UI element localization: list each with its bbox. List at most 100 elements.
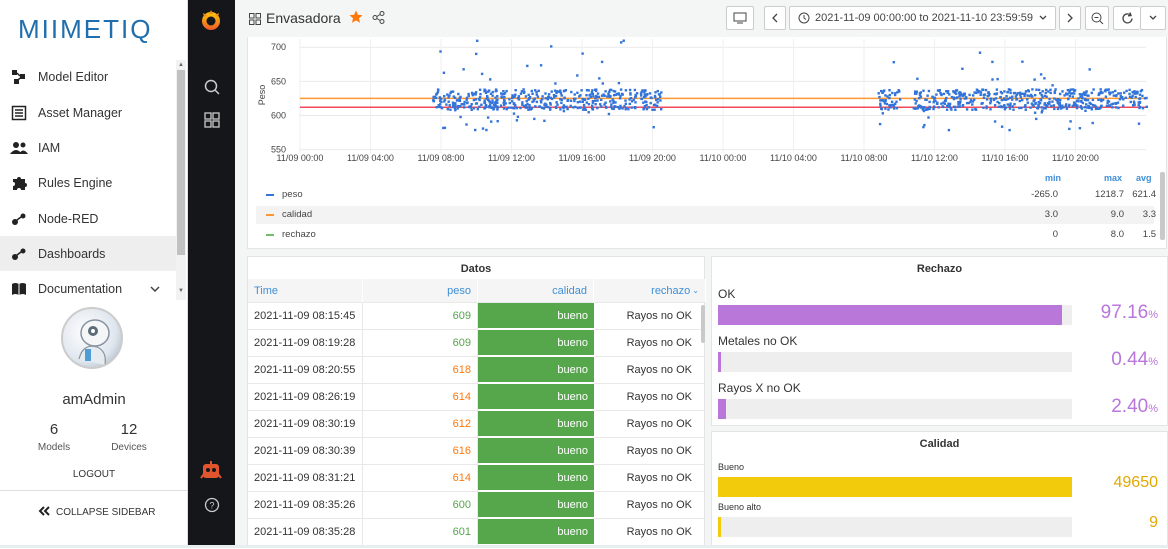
- peso-point: [989, 97, 993, 100]
- peso-point: [1110, 103, 1113, 106]
- collapse-sidebar-button[interactable]: COLLAPSE SIDEBAR: [38, 506, 155, 519]
- peso-point: [918, 94, 922, 97]
- peso-point: [619, 94, 622, 98]
- peso-point: [591, 104, 594, 107]
- scroll-up-icon[interactable]: ▲: [178, 62, 184, 68]
- legend-row-calidad[interactable]: calidad 3.0 9.0 3.3: [256, 206, 1156, 224]
- peso-point: [1109, 91, 1112, 94]
- peso-point: [1137, 101, 1140, 104]
- time-range-picker[interactable]: 2021-11-09 00:00:00 to 2021-11-10 23:59:…: [789, 6, 1056, 30]
- peso-point: [656, 98, 660, 101]
- peso-point: [1134, 92, 1137, 95]
- nav-iam[interactable]: IAM: [0, 130, 176, 165]
- peso-point: [1120, 96, 1123, 100]
- table-row[interactable]: 2021-11-09 08:31:21 614 bueno Rayos no OK: [248, 465, 706, 492]
- peso-point: [487, 105, 491, 108]
- peso-point: [1066, 89, 1070, 92]
- legend-header-min[interactable]: min: [1045, 173, 1062, 183]
- nav-dashboards[interactable]: Dashboards: [0, 236, 176, 271]
- search-icon[interactable]: [202, 77, 222, 97]
- help-icon[interactable]: ?: [202, 495, 222, 515]
- peso-point: [470, 91, 474, 95]
- peso-point: [1011, 105, 1014, 108]
- user-avatar-icon[interactable]: [200, 460, 222, 482]
- peso-point: [1043, 102, 1046, 106]
- peso-point: [1089, 102, 1093, 106]
- peso-point: [465, 123, 468, 126]
- peso-point: [484, 91, 488, 94]
- tv-mode-button[interactable]: [726, 6, 754, 30]
- peso-point: [536, 95, 540, 98]
- table-row[interactable]: 2021-11-09 08:26:19 614 bueno Rayos no OK: [248, 384, 706, 411]
- nav-rules-engine[interactable]: Rules Engine: [0, 165, 176, 200]
- grafana-logo-icon[interactable]: [199, 8, 223, 32]
- peso-point: [649, 101, 652, 105]
- table-row[interactable]: 2021-11-09 08:30:19 612 bueno Rayos no OK: [248, 411, 706, 438]
- chevron-down-icon[interactable]: [150, 283, 162, 295]
- avatar[interactable]: [61, 307, 123, 369]
- peso-point: [1031, 88, 1034, 91]
- share-icon[interactable]: [372, 11, 385, 29]
- nav-node-red[interactable]: Node-RED: [0, 201, 176, 236]
- peso-point: [595, 88, 598, 91]
- peso-point: [598, 77, 601, 80]
- legend-header-max[interactable]: max: [1104, 173, 1123, 183]
- table-row[interactable]: 2021-11-09 08:19:28 609 bueno Rayos no OK: [248, 330, 706, 357]
- nav-model-editor[interactable]: Model Editor: [0, 59, 176, 94]
- column-header-rechazo[interactable]: rechazo ⌄: [594, 279, 706, 303]
- legend-row-peso[interactable]: peso -265.0 1218.7 621.4: [256, 186, 1156, 204]
- logout-button[interactable]: LOGOUT: [72, 469, 116, 480]
- peso-point: [533, 117, 536, 121]
- peso-point: [1081, 95, 1084, 98]
- legend-scrollbar[interactable]: [1160, 172, 1165, 240]
- peso-point: [892, 107, 896, 110]
- refresh-interval-dropdown[interactable]: [1140, 6, 1166, 30]
- peso-point: [539, 99, 543, 102]
- peso-point: [471, 94, 475, 97]
- calidad-gauge-1: Bueno alto 9: [712, 502, 1168, 546]
- y-tick-label: 550: [271, 145, 286, 155]
- legend-header-avg[interactable]: avg: [1136, 173, 1152, 183]
- peso-point: [437, 105, 441, 108]
- peso-point: [488, 89, 491, 92]
- dashboard-title[interactable]: Envasadora: [266, 10, 341, 26]
- peso-point: [1091, 98, 1095, 102]
- peso-point: [555, 101, 558, 104]
- nav-asset-manager[interactable]: Asset Manager: [0, 95, 176, 130]
- table-scrollbar[interactable]: [701, 305, 705, 343]
- peso-point: [1119, 95, 1122, 98]
- peso-point: [955, 89, 958, 92]
- peso-point: [1122, 98, 1125, 101]
- peso-point: [655, 98, 658, 102]
- time-back-button[interactable]: [764, 6, 786, 30]
- peso-point: [522, 88, 525, 91]
- peso-point: [591, 108, 594, 111]
- nav-documentation[interactable]: Documentation: [0, 271, 176, 306]
- peso-point: [496, 95, 499, 98]
- star-icon[interactable]: [349, 10, 363, 29]
- time-forward-button[interactable]: [1059, 6, 1081, 30]
- scroll-down-icon[interactable]: ▼: [178, 288, 184, 294]
- table-row[interactable]: 2021-11-09 08:15:45 609 bueno Rayos no OK: [248, 303, 706, 330]
- column-header-calidad[interactable]: calidad: [478, 279, 594, 303]
- table-row[interactable]: 2021-11-09 08:20:55 618 bueno Rayos no OK: [248, 357, 706, 384]
- clock-icon: [798, 12, 810, 24]
- peso-point: [458, 99, 462, 102]
- zoom-out-button[interactable]: [1085, 6, 1109, 30]
- column-header-peso[interactable]: peso: [363, 279, 478, 303]
- peso-point: [1077, 97, 1080, 100]
- timeseries-chart[interactable]: 11/09 00:00 11/09 04:00 11/09 08:00 11/09 1…: [248, 37, 1168, 172]
- table-row[interactable]: 2021-11-09 08:30:39 616 bueno Rayos no OK: [248, 438, 706, 465]
- table-row[interactable]: 2021-11-09 08:35:28 601 bueno Rayos no OK: [248, 519, 706, 546]
- peso-point: [1004, 106, 1008, 109]
- column-header-time[interactable]: Time: [248, 279, 363, 303]
- dashboards-grid-icon[interactable]: [202, 110, 222, 130]
- app-logo[interactable]: MIIMETIQ: [18, 14, 153, 44]
- table-row[interactable]: 2021-11-09 08:35:26 600 bueno Rayos no OK: [248, 492, 706, 519]
- refresh-button[interactable]: [1113, 6, 1140, 30]
- peso-point: [442, 71, 446, 74]
- peso-point: [485, 128, 488, 132]
- legend-row-rechazo[interactable]: rechazo 0 8.0 1.5: [256, 226, 1156, 244]
- peso-point: [879, 104, 882, 107]
- nav-scrollbar-thumb[interactable]: [177, 70, 185, 255]
